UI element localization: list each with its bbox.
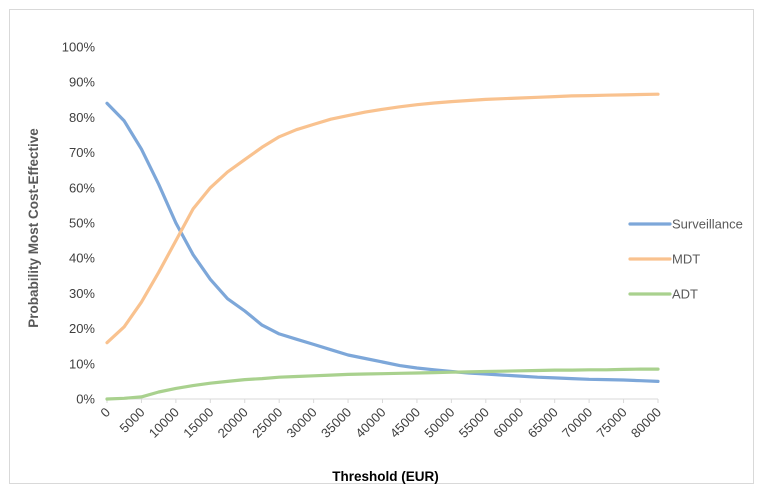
series-line-surveillance [105, 101, 660, 383]
y-axis-title: Probability Most Cost-Effective [26, 128, 41, 328]
y-tick-label: 20% [69, 321, 95, 336]
legend-label: ADT [672, 287, 698, 302]
x-tick-label: 45000 [387, 405, 423, 441]
x-axis-ticks: 0 500010000150002000025000300003500040000… [97, 399, 664, 441]
x-tick-label: 80000 [628, 405, 664, 441]
y-axis-ticks: 0% 10% 20% 30% 40% 50% 60% 70% 80% 90% 100% [62, 40, 96, 407]
x-tick-label: 35000 [318, 405, 354, 441]
series-line-adt [105, 367, 660, 401]
x-tick-label: 75000 [594, 405, 630, 441]
y-tick-label: 80% [69, 110, 95, 125]
x-tick-label: 25000 [249, 405, 285, 441]
x-tick-label: 10000 [146, 405, 182, 441]
series-line-mdt [105, 92, 660, 345]
y-tick-label: 10% [69, 356, 95, 371]
y-tick-label: 30% [69, 286, 95, 301]
legend: Surveillance MDT ADT [628, 217, 743, 302]
y-tick-label: 100% [62, 40, 96, 55]
y-tick-label: 60% [69, 180, 95, 195]
y-tick-label: 40% [69, 251, 95, 266]
x-tick-label: 55000 [456, 405, 492, 441]
y-tick-label: 90% [69, 75, 95, 90]
x-tick-label: 70000 [559, 405, 595, 441]
series-lines [105, 92, 660, 401]
x-tick-label: 0 [97, 405, 113, 421]
legend-label: Surveillance [672, 217, 743, 232]
y-tick-label: 70% [69, 145, 95, 160]
x-tick-label: 30000 [284, 405, 320, 441]
y-tick-label: 50% [69, 216, 95, 231]
y-tick-label: 0% [76, 392, 95, 407]
x-tick-label: 5000 [117, 405, 148, 436]
x-tick-label: 15000 [180, 405, 216, 441]
x-axis-title: Threshold (EUR) [332, 469, 439, 484]
x-tick-label: 65000 [525, 405, 561, 441]
x-tick-label: 20000 [215, 405, 251, 441]
x-tick-label: 50000 [421, 405, 457, 441]
x-tick-label: 60000 [490, 405, 526, 441]
chart-area [9, 9, 754, 484]
legend-label: MDT [672, 252, 700, 267]
x-tick-label: 40000 [352, 405, 388, 441]
